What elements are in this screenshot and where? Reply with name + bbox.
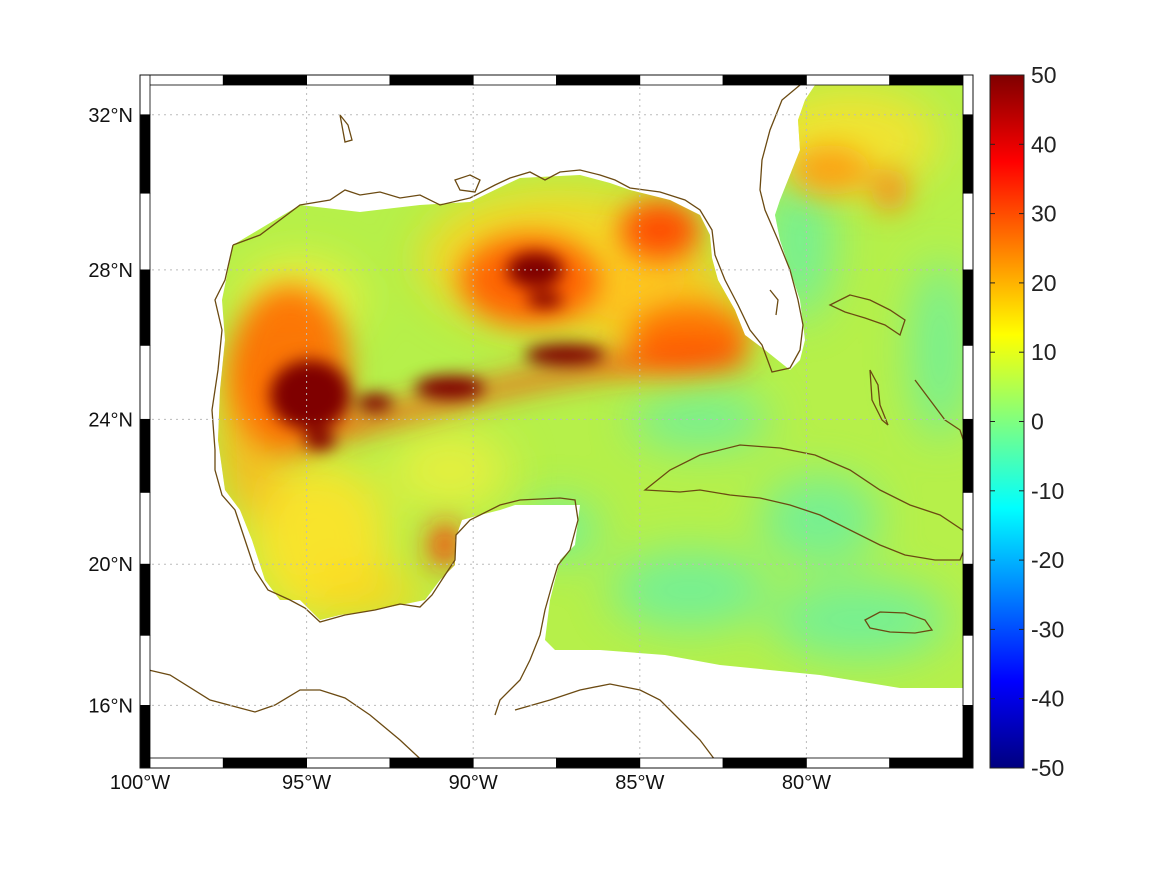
frame-segment bbox=[139, 74, 224, 86]
colorbar-tick-label: 40 bbox=[1031, 131, 1057, 157]
x-tick-label: 85°W bbox=[615, 772, 664, 794]
frame-segment bbox=[962, 114, 974, 194]
colorbar-tick-label: -20 bbox=[1031, 547, 1064, 573]
colorbar-tick-label: 20 bbox=[1031, 270, 1057, 296]
y-tick-label: 24°N bbox=[88, 409, 133, 431]
frame-segment bbox=[962, 491, 974, 565]
frame-segment bbox=[962, 74, 974, 116]
frame-segment bbox=[639, 74, 724, 86]
plot-border bbox=[139, 74, 974, 769]
frame-segment bbox=[472, 757, 557, 769]
frame-segment bbox=[139, 114, 151, 194]
cool-patches bbox=[520, 160, 965, 660]
x-tick-label: 90°W bbox=[449, 772, 498, 794]
colorbar-tick-label: -40 bbox=[1031, 686, 1064, 712]
colorbar-tick-label: 30 bbox=[1031, 201, 1057, 227]
frame-segment bbox=[306, 757, 391, 769]
frame-segment bbox=[556, 757, 641, 769]
x-tick-label: 80°W bbox=[782, 772, 831, 794]
x-tick-label: 95°W bbox=[282, 772, 331, 794]
frame-segment bbox=[472, 74, 557, 86]
frame-segment bbox=[889, 74, 974, 86]
colorbar-tick-label: 50 bbox=[1031, 62, 1057, 88]
colorbar-ticks: 50 40 30 20 10 0 -10 -20 -30 -40 -50 bbox=[990, 62, 1064, 781]
x-tick-labels: 100°W 95°W 90°W 85°W 80°W bbox=[110, 772, 831, 794]
colorbar-tick-label: 10 bbox=[1031, 339, 1057, 365]
frame-segment bbox=[962, 418, 974, 493]
colorbar bbox=[989, 74, 1025, 769]
frame-segment bbox=[139, 563, 151, 636]
colorbar-tick-label: -50 bbox=[1031, 755, 1064, 781]
y-tick-label: 32°N bbox=[88, 105, 133, 127]
frame-segment bbox=[889, 757, 974, 769]
coastline bbox=[140, 75, 971, 768]
frame-segment bbox=[962, 705, 974, 769]
frame-segment bbox=[222, 74, 308, 86]
frame-segment bbox=[962, 344, 974, 420]
frame-segment bbox=[139, 705, 151, 769]
frame-segment bbox=[139, 757, 224, 769]
frame-segment bbox=[139, 634, 151, 706]
frame-segment bbox=[722, 74, 807, 86]
frame-segment bbox=[962, 192, 974, 271]
frame-segment bbox=[139, 269, 151, 346]
extreme-cores bbox=[270, 252, 605, 450]
frame-segment bbox=[139, 491, 151, 565]
colorbar-tick-label: -10 bbox=[1031, 478, 1064, 504]
y-tick-label: 20°N bbox=[88, 554, 133, 576]
frame-segment bbox=[222, 757, 308, 769]
frame-segment bbox=[962, 563, 974, 636]
frame-segment bbox=[389, 74, 474, 86]
frame-segment bbox=[639, 757, 724, 769]
y-tick-label: 28°N bbox=[88, 260, 133, 282]
y-tick-label: 16°N bbox=[88, 695, 133, 717]
frame-segment bbox=[139, 192, 151, 271]
frame-segment bbox=[139, 344, 151, 420]
frame-segment bbox=[806, 74, 891, 86]
colorbar-tick-label: -30 bbox=[1031, 616, 1064, 642]
frame-segment bbox=[139, 418, 151, 493]
frame-segment bbox=[962, 634, 974, 706]
y-tick-labels: 32°N 28°N 24°N 20°N 16°N bbox=[88, 105, 133, 718]
frame-segment bbox=[306, 74, 391, 86]
frame-segment bbox=[139, 74, 151, 116]
frame-segment bbox=[806, 757, 891, 769]
frame-segment bbox=[722, 757, 807, 769]
x-tick-label: 100°W bbox=[110, 772, 170, 794]
frame-segment bbox=[389, 757, 474, 769]
frame-segment bbox=[962, 269, 974, 346]
colorbar-tick-label: 0 bbox=[1031, 409, 1044, 435]
frame-segment bbox=[556, 74, 641, 86]
